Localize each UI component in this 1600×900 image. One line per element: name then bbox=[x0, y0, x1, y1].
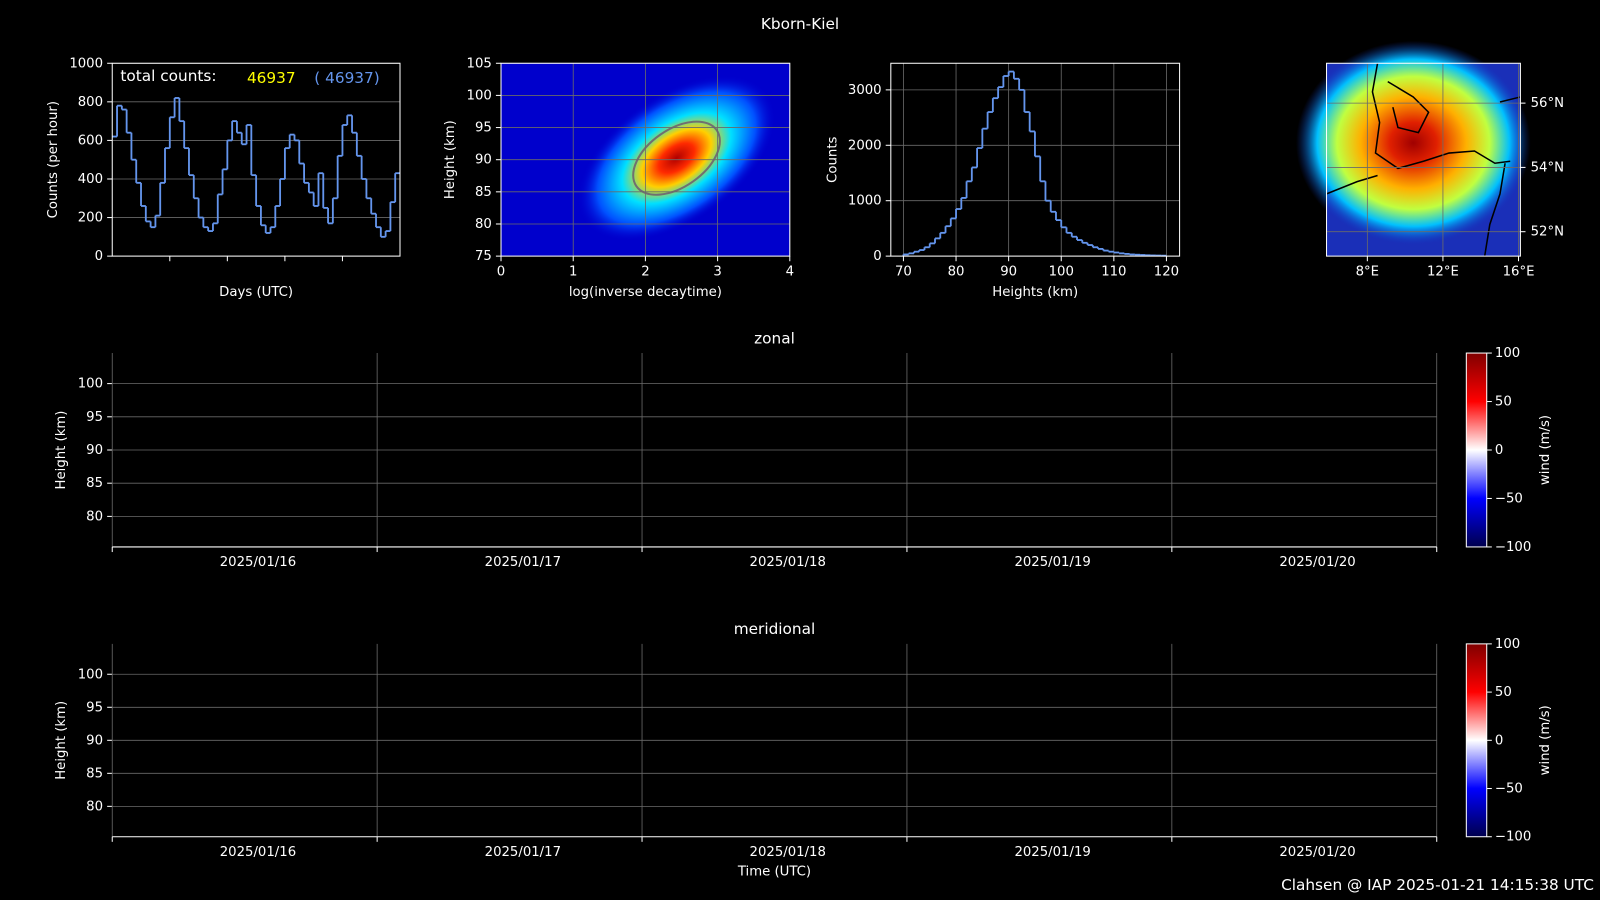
colorbar-tick-label: −50 bbox=[1495, 782, 1523, 797]
y-tick-label: 75 bbox=[475, 249, 492, 264]
x-tick-label: 0 bbox=[497, 264, 505, 279]
y-tick-label: 90 bbox=[86, 443, 103, 458]
colorbar-label: wind (m/s) bbox=[1538, 705, 1553, 775]
y-tick-label: 90 bbox=[475, 153, 492, 168]
y-tick-label: 80 bbox=[86, 509, 103, 524]
x-tick-label: 90 bbox=[1000, 264, 1017, 279]
colorbar-tick-label: 0 bbox=[1495, 443, 1503, 458]
colorbar bbox=[1465, 352, 1488, 548]
y-tick-label: 95 bbox=[475, 121, 492, 136]
x-tick-label: 12°E bbox=[1427, 264, 1459, 279]
colorbar-tick-label: −100 bbox=[1495, 540, 1531, 555]
x-tick-label: 2 bbox=[641, 264, 649, 279]
y-tick-label: 1000 bbox=[848, 194, 882, 209]
y-tick-label: 100 bbox=[78, 377, 103, 392]
x-tick-label: 16°E bbox=[1503, 264, 1535, 279]
y-tick-label: 85 bbox=[475, 185, 492, 200]
y-tick-label: 105 bbox=[467, 56, 492, 71]
x-tick-label: 2025/01/19 bbox=[1014, 845, 1090, 860]
figure-title: Kborn-Kiel bbox=[761, 15, 839, 33]
y-tick-label: 100 bbox=[467, 88, 492, 103]
x-tick-label: 2025/01/20 bbox=[1279, 845, 1355, 860]
x-tick-label: 120 bbox=[1154, 264, 1179, 279]
y-tick-label: 95 bbox=[86, 700, 103, 715]
colorbar-tick-label: 50 bbox=[1495, 395, 1512, 410]
x-tick-label: 2025/01/16 bbox=[220, 845, 296, 860]
y-tick-label: 1000 bbox=[69, 56, 103, 71]
colorbar-tick-label: 100 bbox=[1495, 346, 1520, 361]
x-tick-label: 2025/01/17 bbox=[485, 555, 561, 570]
y-axis-label: Height (km) bbox=[443, 120, 458, 199]
y-tick-label: 95 bbox=[86, 410, 103, 425]
y-tick-label: 80 bbox=[86, 799, 103, 814]
y-tick-label: 56°N bbox=[1531, 96, 1564, 111]
colorbar-tick-label: −100 bbox=[1495, 830, 1531, 845]
total-counts-alt: ( 46937) bbox=[314, 69, 379, 87]
y-tick-label: 80 bbox=[475, 217, 492, 232]
x-tick-label: 2025/01/18 bbox=[750, 845, 826, 860]
x-axis-label: Time (UTC) bbox=[737, 864, 811, 879]
axes-frame bbox=[890, 62, 1181, 257]
x-tick-label: 2025/01/17 bbox=[485, 845, 561, 860]
x-tick-label: 70 bbox=[895, 264, 912, 279]
axes-frame bbox=[1326, 62, 1521, 257]
coastline bbox=[1326, 63, 1521, 257]
y-tick-label: 85 bbox=[86, 476, 103, 491]
y-tick-label: 200 bbox=[78, 211, 103, 226]
x-axis-label: log(inverse decaytime) bbox=[569, 285, 722, 300]
panel-title: meridional bbox=[734, 620, 816, 638]
x-tick-label: 100 bbox=[1049, 264, 1074, 279]
x-tick-label: 110 bbox=[1101, 264, 1126, 279]
y-axis-label: Counts (per hour) bbox=[46, 101, 61, 218]
x-tick-label: 2025/01/16 bbox=[220, 555, 296, 570]
x-tick-label: 8°E bbox=[1356, 264, 1379, 279]
total-counts: 46937 bbox=[247, 69, 296, 87]
x-tick-label: 4 bbox=[786, 264, 794, 279]
y-tick-label: 85 bbox=[86, 766, 103, 781]
density-blob bbox=[577, 75, 776, 241]
y-tick-label: 54°N bbox=[1531, 160, 1564, 175]
colorbar-tick-label: 50 bbox=[1495, 685, 1512, 700]
y-axis-label: Height (km) bbox=[54, 411, 69, 490]
panel-title: zonal bbox=[754, 329, 795, 347]
colorbar bbox=[1465, 643, 1488, 838]
y-tick-label: 0 bbox=[95, 249, 103, 264]
colorbar-label: wind (m/s) bbox=[1538, 415, 1553, 485]
y-tick-label: 800 bbox=[78, 95, 103, 110]
x-tick-label: 2025/01/18 bbox=[750, 555, 826, 570]
x-tick-label: 2025/01/19 bbox=[1014, 555, 1090, 570]
axes-frame bbox=[500, 62, 791, 257]
annotation: total counts: bbox=[120, 67, 216, 85]
axes-frame bbox=[111, 62, 401, 257]
x-axis-label: Days (UTC) bbox=[219, 285, 293, 300]
x-tick-label: 1 bbox=[569, 264, 577, 279]
colorbar-tick-label: −50 bbox=[1495, 491, 1523, 506]
y-axis-label: Height (km) bbox=[54, 701, 69, 780]
y-tick-label: 90 bbox=[86, 733, 103, 748]
x-axis-label: Heights (km) bbox=[992, 285, 1078, 300]
y-tick-label: 100 bbox=[78, 667, 103, 682]
colorbar-tick-label: 0 bbox=[1495, 733, 1503, 748]
x-tick-label: 2025/01/20 bbox=[1279, 555, 1355, 570]
y-tick-label: 0 bbox=[873, 249, 881, 264]
y-tick-label: 2000 bbox=[848, 138, 882, 153]
x-tick-label: 80 bbox=[948, 264, 965, 279]
y-tick-label: 3000 bbox=[848, 83, 882, 98]
x-tick-label: 3 bbox=[713, 264, 721, 279]
y-tick-label: 600 bbox=[78, 133, 103, 148]
y-tick-label: 400 bbox=[78, 172, 103, 187]
y-tick-label: 52°N bbox=[1531, 225, 1564, 240]
contour bbox=[632, 120, 721, 196]
footer: Clahsen @ IAP 2025-01-21 14:15:38 UTC bbox=[1281, 876, 1594, 894]
colorbar-tick-label: 100 bbox=[1495, 637, 1520, 652]
map-density bbox=[1295, 40, 1531, 245]
y-axis-label: Counts bbox=[826, 136, 841, 182]
